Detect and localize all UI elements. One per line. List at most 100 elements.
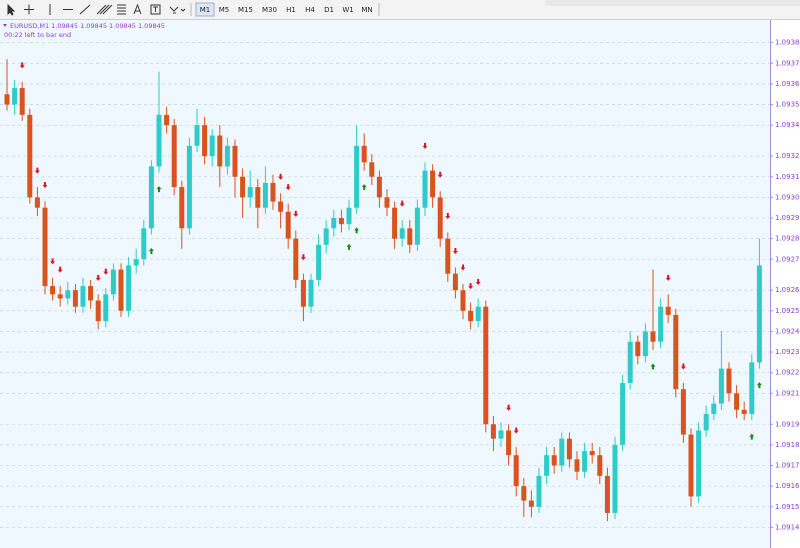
sell-signal [50, 258, 56, 265]
y-tick-label: 1.09230 [775, 348, 800, 356]
candle-body [392, 207, 398, 239]
candle-body [574, 459, 580, 472]
candle-body [232, 145, 238, 177]
sell-signal [468, 283, 474, 290]
candle-body [688, 434, 694, 497]
candle-body [407, 228, 413, 245]
timeframe-label[interactable]: H4 [305, 6, 315, 14]
timeframe-label[interactable]: D1 [324, 6, 334, 14]
y-tick-label: 1.09380 [775, 39, 800, 47]
candle-body [696, 430, 702, 497]
timeframe-label[interactable]: M30 [262, 6, 277, 14]
candle-body [316, 244, 322, 280]
buy-signal [361, 184, 367, 191]
candle-body [354, 145, 360, 208]
timeframe-label[interactable]: M5 [219, 6, 230, 14]
candle-body [88, 286, 94, 301]
shapes-icon[interactable] [169, 6, 186, 14]
candle-body [711, 403, 717, 414]
sell-signal [399, 200, 405, 207]
y-tick-label: 1.09165 [775, 482, 800, 490]
y-tick-label: 1.09285 [775, 235, 800, 243]
y-tick-label: 1.09210 [775, 389, 800, 397]
candle-body [604, 475, 610, 513]
buy-signal [346, 243, 352, 250]
timeframe-button[interactable] [195, 2, 215, 17]
y-tick-label: 1.09325 [775, 152, 800, 160]
candle-body [475, 306, 481, 322]
candle-body [445, 238, 451, 274]
sell-signal [445, 212, 451, 219]
timeframe-label[interactable]: MN [361, 6, 372, 14]
candle-body [658, 306, 664, 342]
y-tick-label: 1.09370 [775, 59, 800, 67]
candle-body [186, 145, 192, 229]
candle-body [285, 211, 291, 239]
candle-body [635, 341, 641, 357]
sell-signal [437, 171, 443, 178]
timeframe-label[interactable]: H1 [286, 6, 296, 14]
candle-body [293, 238, 299, 280]
y-tick-label: 1.09350 [775, 101, 800, 109]
sell-signal [34, 167, 40, 174]
sell-signal [300, 254, 306, 261]
text-icon[interactable] [133, 3, 142, 15]
candle-body [80, 286, 86, 307]
candle-body [300, 279, 306, 307]
sell-signal [42, 182, 48, 188]
candle-body [376, 176, 382, 198]
candle-body [34, 197, 40, 208]
sell-signal [285, 184, 291, 191]
candle-body [650, 331, 656, 342]
candle-body [506, 430, 512, 456]
fibo-icon[interactable] [117, 4, 126, 15]
toolbar-tail [545, 0, 800, 6]
candle-body [126, 265, 132, 311]
candle-body [490, 424, 496, 439]
candle-body [57, 294, 63, 299]
candle-body [103, 294, 109, 322]
crosshair-icon[interactable] [24, 4, 34, 15]
candle-body [133, 259, 139, 266]
channel-icon[interactable] [96, 4, 113, 15]
sell-signal [506, 404, 512, 411]
timeframe-label[interactable]: M1 [200, 6, 211, 14]
candle-body [384, 197, 390, 208]
candle-body [582, 451, 588, 472]
candle-body [270, 182, 276, 202]
candle-body [544, 455, 550, 476]
candle-body [202, 125, 208, 157]
candle-body [460, 290, 466, 311]
candle-body [308, 279, 314, 307]
y-tick-label: 1.09275 [775, 255, 800, 263]
label-icon[interactable] [150, 4, 161, 15]
y-tick-label: 1.09305 [775, 193, 800, 201]
candle-body [680, 389, 686, 435]
candle-body [19, 88, 25, 115]
candle-body [27, 114, 33, 198]
candle-body [141, 228, 147, 260]
candle-body [209, 135, 215, 157]
candle-body [749, 362, 755, 414]
tool-icons [7, 3, 192, 16]
candle-body [255, 187, 261, 208]
cursor-icon[interactable] [7, 3, 16, 16]
candle-body [620, 383, 626, 445]
chart: EURUSD,M1 1.09845 1.09845 1.09845 1.0984… [0, 20, 800, 548]
candle-body [72, 290, 78, 307]
toolbar: M1 M5 M15 M30 H1 H4 D1 W1 MN [0, 0, 800, 20]
candle-body [703, 413, 709, 431]
candle-body [262, 182, 268, 208]
y-tick-label: 1.09315 [775, 173, 800, 181]
timeframe-label[interactable]: W1 [342, 6, 353, 14]
candle-body [110, 269, 116, 295]
candle-body [278, 201, 284, 212]
trendline-icon[interactable] [79, 4, 91, 15]
y-tick-label: 1.09295 [775, 214, 800, 222]
timeframe-label[interactable]: M15 [238, 6, 253, 14]
candle-body [399, 228, 405, 239]
candle-body [665, 306, 671, 315]
candle-body [361, 145, 367, 163]
candle-body [217, 135, 223, 167]
candle-body [559, 438, 565, 466]
